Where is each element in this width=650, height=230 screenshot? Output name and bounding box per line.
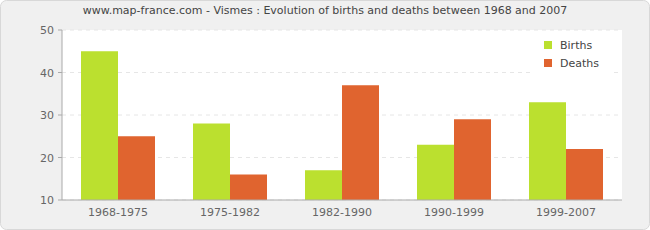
grid-line <box>62 30 622 31</box>
plot-area <box>62 30 622 200</box>
tick-label: 1982-1990 <box>312 206 372 219</box>
y-axis <box>62 30 63 200</box>
tick-label: 50 <box>40 24 54 37</box>
tick-label: 1999-2007 <box>536 206 596 219</box>
bar <box>193 124 230 201</box>
tick-mark <box>58 115 62 116</box>
legend-swatch <box>544 41 552 49</box>
legend-label: Deaths <box>560 57 599 70</box>
tick-label: 1990-1999 <box>424 206 484 219</box>
tick-mark <box>58 30 62 31</box>
legend-label: Births <box>560 39 592 52</box>
bar <box>417 145 454 200</box>
background <box>1 1 650 230</box>
grid-line <box>62 200 622 201</box>
legend-box <box>532 33 614 81</box>
legend-swatch <box>544 59 552 67</box>
chart: www.map-france.com - Vismes : Evolution … <box>0 0 650 230</box>
tick-mark <box>58 200 62 201</box>
bars <box>81 51 603 200</box>
tick-label: 10 <box>40 194 54 207</box>
tick-label: 20 <box>40 152 54 165</box>
tick-label: 40 <box>40 67 54 80</box>
bar <box>529 102 566 200</box>
tick-label: 1968-1975 <box>88 206 148 219</box>
bar <box>342 85 379 200</box>
bar <box>81 51 118 200</box>
title: www.map-france.com - Vismes : Evolution … <box>83 4 568 17</box>
bar <box>230 175 267 201</box>
legend: Births Deaths <box>532 33 614 81</box>
bar <box>566 149 603 200</box>
tick-label: 1975-1982 <box>200 206 260 219</box>
bar <box>454 119 491 200</box>
bar <box>305 170 342 200</box>
tick-mark <box>58 157 62 158</box>
tick-label: 30 <box>40 109 54 122</box>
x-axis <box>62 200 622 201</box>
tick-mark <box>58 72 62 73</box>
bar <box>118 136 155 200</box>
